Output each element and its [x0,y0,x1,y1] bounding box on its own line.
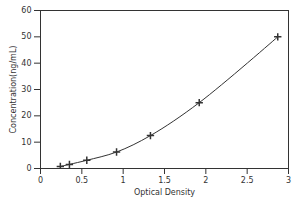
svg-text:1: 1 [121,176,126,185]
svg-text:0: 0 [38,176,43,185]
svg-text:1.5: 1.5 [158,176,171,185]
svg-text:40: 40 [21,59,31,68]
svg-text:0.5: 0.5 [75,176,88,185]
svg-text:0: 0 [26,164,31,173]
svg-text:60: 60 [21,6,31,15]
svg-text:Concentration(ng/mL): Concentration(ng/mL) [9,46,18,134]
svg-text:2.5: 2.5 [241,176,254,185]
svg-text:2: 2 [203,176,208,185]
svg-text:30: 30 [21,85,31,94]
svg-text:20: 20 [21,111,31,120]
svg-text:3: 3 [286,176,291,185]
svg-text:Optical Density: Optical Density [134,188,195,197]
svg-text:10: 10 [21,138,31,147]
svg-text:50: 50 [21,32,31,41]
